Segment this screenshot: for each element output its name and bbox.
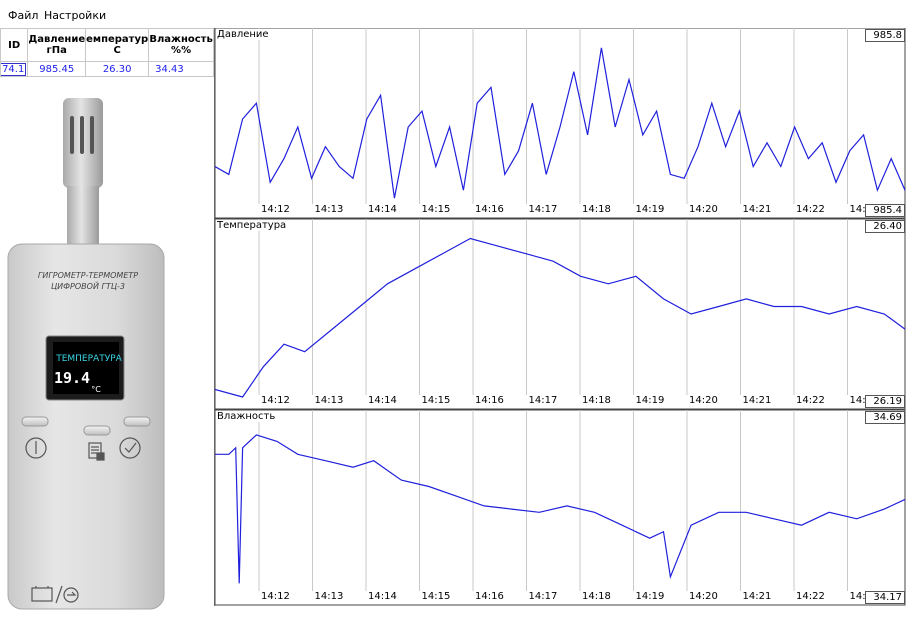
screen-unit: °С xyxy=(91,385,101,394)
temperature-tick-label: 14:18 xyxy=(582,395,611,406)
temperature-tick-label: 14:14 xyxy=(368,395,397,406)
temperature-tick-label: 14:12 xyxy=(261,395,290,406)
pressure-tick-label: 14:15 xyxy=(421,204,451,215)
temperature-tick-label: 14:20 xyxy=(689,395,718,406)
humidity-tick-label: 14:23 xyxy=(849,591,879,602)
temperature-chart-title: Температура xyxy=(217,220,287,231)
device-label-line1: ГИГРОМЕТР-ТЕРМОМЕТР xyxy=(38,271,138,280)
pressure-tick-label: 14:19 xyxy=(635,204,665,215)
temperature-tick-label: 14:19 xyxy=(635,395,665,406)
pressure-tick-label: 14:13 xyxy=(314,204,344,215)
column-header-id[interactable]: ID xyxy=(0,28,29,62)
pressure-tick-label: 14:20 xyxy=(689,204,718,215)
temperature-tick-label: 14:15 xyxy=(421,395,451,406)
humidity-tick-label: 14:22 xyxy=(796,591,825,602)
probe xyxy=(63,98,103,248)
pressure-tick-label: 14:23 xyxy=(849,204,879,215)
humidity-tick-label: 14:17 xyxy=(528,591,558,602)
pressure-tick-label: 14:21 xyxy=(742,204,772,215)
pressure-min-value: 985.4 xyxy=(865,204,905,217)
screen-value: 19.4 xyxy=(54,369,90,387)
device-screen: ТЕМПЕРАТУРА 19.4 °С xyxy=(45,335,125,401)
temperature-tick-label: 14:16 xyxy=(475,395,504,406)
humidity-chart-title: Влажность xyxy=(217,411,276,422)
device-button-left[interactable] xyxy=(21,416,49,427)
pressure-max-value: 985.8 xyxy=(865,29,905,42)
temperature-tick-label: 14:22 xyxy=(796,395,825,406)
menu-settings[interactable]: Настройки xyxy=(44,9,107,22)
temperature-max-value: 26.40 xyxy=(865,220,905,233)
screen-title: ТЕМПЕРАТУРА xyxy=(55,354,122,364)
humidity-max-value: 34.69 xyxy=(865,411,905,424)
menu-file[interactable]: Файл xyxy=(8,9,39,22)
report-icon xyxy=(88,442,105,461)
pressure-series-line xyxy=(215,47,906,199)
humidity-tick-label: 14:16 xyxy=(475,591,504,602)
humidity-tick-label: 14:12 xyxy=(261,591,290,602)
pressure-tick-label: 14:18 xyxy=(582,204,611,215)
menu-bar: Файл Настройки xyxy=(0,0,913,24)
humidity-min-value: 34.17 xyxy=(865,591,905,604)
humidity-tick-label: 14:20 xyxy=(689,591,718,602)
humidity-tick-label: 14:18 xyxy=(582,591,611,602)
humidity-tick-label: 14:15 xyxy=(421,591,451,602)
check-icon xyxy=(119,437,141,459)
temperature-series-line xyxy=(215,237,906,398)
humidity-series-line xyxy=(215,434,906,584)
temperature-tick-label: 14:23 xyxy=(849,395,879,406)
temperature-chart-frame xyxy=(215,218,906,410)
humidity-tick-label: 14:13 xyxy=(314,591,344,602)
pressure-tick-label: 14:16 xyxy=(475,204,504,215)
column-header-pressure[interactable]: Давление гПа xyxy=(27,28,87,62)
humidity-tick-label: 14:14 xyxy=(368,591,397,602)
charts-area: 14:12 14:13 14:14 14:15 14:16 14:17 14:18 14:19… xyxy=(214,28,910,606)
device-label-line2: ЦИФРОВОЙ ГТЦ-3 xyxy=(51,280,125,291)
pressure-tick-label: 14:22 xyxy=(796,204,825,215)
left-panel: ID Давление гПа емператур С Влажность%% 74… xyxy=(0,28,214,610)
temperature-tick-label: 14:17 xyxy=(528,395,558,406)
device-button-middle[interactable] xyxy=(83,425,111,436)
cell-pressure: 985.45 xyxy=(27,61,87,77)
table-header-row: ID Давление гПа емператур С Влажность%% xyxy=(0,28,214,62)
pressure-chart-frame xyxy=(215,28,906,219)
charts-svg xyxy=(215,28,906,606)
humidity-tick-label: 14:21 xyxy=(742,591,772,602)
temperature-tick-label: 14:21 xyxy=(742,395,772,406)
humidity-tick-label: 14:19 xyxy=(635,591,665,602)
battery-icon xyxy=(31,585,79,604)
pressure-chart-title: Давление xyxy=(217,29,269,40)
readings-table: ID Давление гПа емператур С Влажность%% 74… xyxy=(0,28,214,77)
pressure-tick-label: 14:17 xyxy=(528,204,558,215)
temperature-tick-label: 14:13 xyxy=(314,395,344,406)
cell-temperature: 26.30 xyxy=(85,61,150,77)
cell-id[interactable]: 74.1 xyxy=(0,61,29,77)
column-header-temperature[interactable]: емператур С xyxy=(85,28,150,62)
temperature-min-value: 26.19 xyxy=(865,395,905,408)
pressure-tick-label: 14:14 xyxy=(368,204,397,215)
power-icon xyxy=(25,437,47,459)
pressure-tick-label: 14:12 xyxy=(261,204,290,215)
table-row[interactable]: 74.1 985.45 26.30 34.43 xyxy=(0,61,214,77)
device-button-right[interactable] xyxy=(123,416,151,427)
device-image: ГИГРОМЕТР-ТЕРМОМЕТР ЦИФРОВОЙ ГТЦ-3 ТЕМПЕ… xyxy=(7,98,165,610)
column-header-humidity[interactable]: Влажность%% xyxy=(148,28,214,62)
cell-humidity: 34.43 xyxy=(148,61,214,77)
